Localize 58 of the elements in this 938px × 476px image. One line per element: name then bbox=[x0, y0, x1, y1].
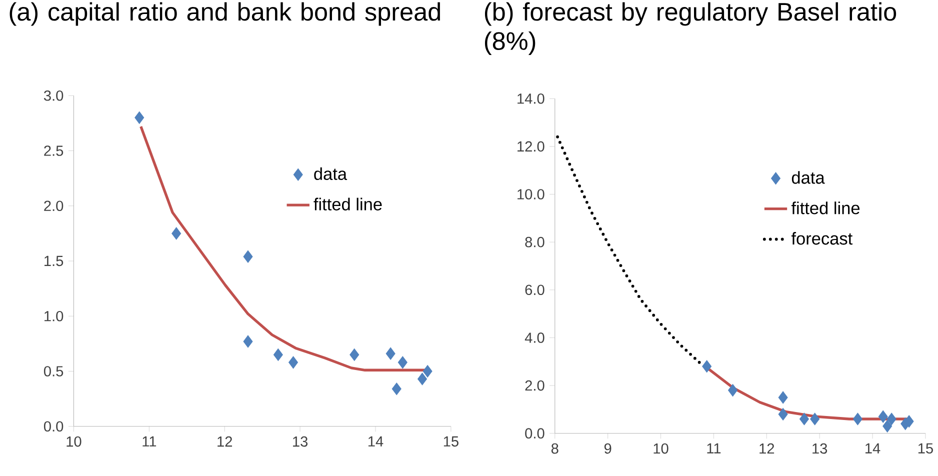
x-tick-label: 11 bbox=[707, 443, 721, 454]
x-tick-label: 11 bbox=[142, 436, 156, 446]
point bbox=[422, 364, 432, 378]
point bbox=[852, 412, 862, 426]
y-tick-label: 1.5 bbox=[44, 256, 64, 266]
x-tick-label: 13 bbox=[293, 436, 308, 447]
legend-label: data bbox=[792, 171, 825, 184]
point bbox=[243, 335, 253, 348]
y-tick-label: 10.0 bbox=[518, 189, 544, 200]
x-tick-label: 14 bbox=[865, 443, 880, 454]
chart-title: (a) capital ratio and bank bond spread bbox=[10, 2, 440, 26]
point bbox=[799, 412, 809, 426]
point bbox=[878, 410, 888, 423]
point bbox=[778, 408, 788, 420]
point bbox=[243, 250, 253, 263]
x-tick-label: 10 bbox=[66, 436, 82, 447]
point bbox=[886, 412, 896, 426]
point bbox=[172, 227, 182, 240]
y-tick-label: 8.0 bbox=[525, 236, 544, 248]
point bbox=[882, 420, 892, 432]
point bbox=[386, 347, 396, 360]
x-tick-label: 15 bbox=[918, 443, 933, 454]
y-tick-label: 6.0 bbox=[525, 284, 544, 295]
point bbox=[810, 412, 820, 426]
legend-label: data bbox=[314, 167, 348, 180]
point bbox=[398, 356, 408, 369]
chart-title: (b) forecast by regulatory Basel ratio (8%) bbox=[484, 2, 896, 55]
y-tick-label: 2.5 bbox=[44, 146, 64, 156]
y-tick-label: 0.0 bbox=[44, 421, 64, 432]
x-tick-label: 12 bbox=[760, 443, 774, 454]
point bbox=[418, 372, 428, 386]
point bbox=[288, 356, 298, 369]
y-tick-label: 3.0 bbox=[44, 90, 64, 101]
y-tick-label: 1.0 bbox=[44, 310, 64, 322]
point bbox=[134, 111, 144, 124]
x-tick-label: 9 bbox=[604, 443, 612, 454]
point bbox=[728, 384, 738, 396]
x-tick-label: 10 bbox=[654, 443, 668, 454]
legend-label: fitted line bbox=[791, 201, 860, 214]
point bbox=[273, 348, 283, 361]
x-tick-label: 8 bbox=[551, 443, 558, 454]
point bbox=[778, 391, 788, 404]
x-tick-label: 14 bbox=[368, 436, 384, 446]
point bbox=[350, 348, 360, 361]
x-tick-label: 12 bbox=[218, 436, 232, 446]
x-tick-label: 15 bbox=[444, 436, 458, 446]
legend-label: fitted line bbox=[314, 198, 382, 210]
point bbox=[702, 360, 712, 373]
legend-label: forecast bbox=[791, 232, 852, 245]
y-tick-label: 0.5 bbox=[44, 366, 64, 376]
y-tick-label: 14.0 bbox=[518, 93, 544, 104]
y-tick-label: 4.0 bbox=[524, 332, 544, 343]
y-tick-label: 2.0 bbox=[525, 380, 544, 391]
point bbox=[392, 382, 402, 396]
y-tick-label: 2.0 bbox=[44, 200, 64, 211]
y-tick-label: 0.0 bbox=[525, 428, 544, 438]
x-tick-label: 13 bbox=[812, 443, 828, 454]
y-tick-label: 12.0 bbox=[518, 141, 544, 152]
